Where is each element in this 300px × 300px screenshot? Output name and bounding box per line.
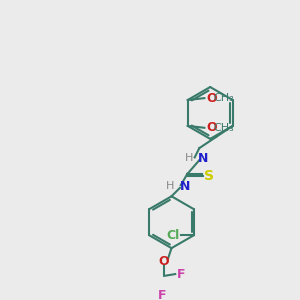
Text: CH₃: CH₃	[214, 123, 234, 133]
Text: Cl: Cl	[166, 229, 179, 242]
Text: CH₃: CH₃	[214, 93, 234, 103]
Text: H: H	[184, 153, 193, 163]
Text: H: H	[166, 181, 174, 191]
Text: F: F	[158, 289, 166, 300]
Text: N: N	[180, 180, 190, 193]
Text: O: O	[206, 121, 217, 134]
Text: O: O	[159, 255, 170, 268]
Text: N: N	[197, 152, 208, 165]
Text: S: S	[204, 169, 214, 183]
Text: F: F	[177, 268, 186, 281]
Text: O: O	[206, 92, 217, 105]
